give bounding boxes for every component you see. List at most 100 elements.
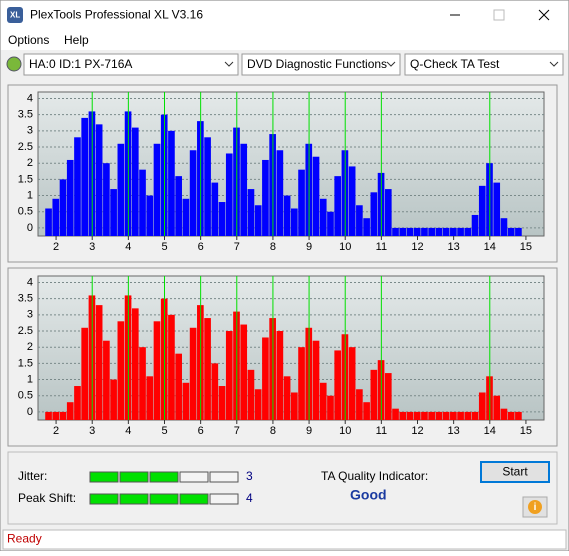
bar	[168, 314, 175, 420]
x-tick-label: 5	[161, 425, 167, 437]
bar	[218, 386, 226, 420]
bar	[435, 411, 443, 420]
close-button[interactable]	[538, 9, 550, 21]
x-tick-label: 8	[270, 425, 276, 437]
bar	[247, 369, 255, 420]
bar	[457, 227, 464, 236]
bar	[464, 227, 472, 236]
level-segment	[89, 471, 119, 483]
x-tick-label: 2	[53, 425, 59, 437]
bar	[363, 402, 370, 420]
x-tick-label: 9	[306, 241, 312, 253]
bar	[110, 379, 117, 420]
bar	[240, 324, 248, 420]
maximize-button[interactable]	[493, 9, 505, 21]
bar	[334, 176, 342, 236]
bar	[276, 331, 284, 420]
bar	[457, 411, 464, 420]
bar	[225, 331, 233, 420]
level-segment	[209, 493, 239, 505]
x-tick-label: 13	[448, 241, 460, 253]
jitter-value: 3	[246, 469, 253, 483]
bar	[471, 411, 479, 420]
level-segment	[119, 493, 149, 505]
bar	[450, 227, 457, 236]
x-tick-label: 7	[234, 241, 240, 253]
bar	[421, 411, 428, 420]
bar	[283, 195, 291, 236]
y-tick-label: 3.5	[18, 109, 33, 121]
bar	[493, 182, 501, 236]
info-icon-text: i	[534, 502, 537, 513]
bar	[356, 389, 363, 420]
bar	[175, 353, 182, 420]
y-tick-label: 1	[27, 189, 33, 201]
drive-select[interactable]	[23, 53, 239, 76]
bar	[225, 153, 233, 236]
peak-shift-label: Peak Shift:	[18, 491, 76, 505]
bar	[478, 185, 486, 236]
leds	[89, 471, 239, 505]
level-segment	[149, 493, 179, 505]
bar	[52, 411, 60, 420]
bar	[247, 189, 255, 236]
test-select[interactable]	[404, 53, 564, 76]
y-tick-label: 1.5	[18, 173, 33, 185]
bar	[45, 208, 52, 236]
level-segment	[209, 471, 239, 483]
y-tick-label: 4	[27, 92, 33, 104]
start-button[interactable]	[480, 461, 550, 483]
bar	[399, 411, 407, 420]
y-tick-label: 0.5	[18, 206, 33, 218]
bar	[500, 218, 508, 236]
bar	[291, 208, 298, 236]
dropdown-arrow	[386, 61, 396, 67]
x-tick-label: 2	[53, 241, 59, 253]
bar	[507, 411, 515, 420]
bar	[95, 124, 103, 236]
x-tick-label: 3	[89, 241, 95, 253]
bar	[139, 347, 146, 420]
function-select[interactable]	[241, 53, 401, 76]
window-title: PlexTools Professional XL V3.16	[30, 8, 203, 22]
bar	[168, 130, 175, 236]
bar	[312, 156, 320, 236]
bar	[428, 227, 435, 236]
bar	[59, 411, 67, 420]
menu-item[interactable]: Help	[64, 33, 89, 47]
bar	[450, 411, 457, 420]
bar	[319, 198, 327, 236]
bar	[363, 218, 370, 236]
level-segment	[149, 471, 179, 483]
bar	[413, 227, 421, 236]
bar	[327, 395, 334, 420]
bar	[500, 408, 508, 420]
dropdown-arrow	[224, 61, 234, 67]
title-bar	[1, 1, 568, 30]
quality-value: Good	[350, 487, 387, 503]
x-tick-label: 14	[484, 241, 496, 253]
bar	[356, 205, 363, 236]
y-tick-label: 1.5	[18, 357, 33, 369]
bar	[421, 227, 428, 236]
bar	[189, 150, 197, 236]
y-tick-label: 0	[27, 406, 33, 418]
app-icon-text: XL	[10, 11, 20, 20]
level-segment	[89, 493, 119, 505]
charts: 00.511.522.533.542 3 4 5 6 7 8 9 10 11 12 13 14 1500.…	[18, 91, 545, 437]
x-tick-label: 10	[339, 241, 351, 253]
status-text: Ready	[7, 532, 42, 546]
menu-item[interactable]: Options	[8, 33, 49, 47]
x-tick-label: 3	[89, 425, 95, 437]
bar	[428, 411, 435, 420]
bar	[464, 411, 472, 420]
bar	[515, 227, 522, 236]
start-button-text: Start	[502, 465, 528, 479]
bar	[276, 150, 284, 236]
x-tick-label: 15	[520, 425, 532, 437]
y-tick-label: 2.5	[18, 141, 33, 153]
bar	[182, 198, 190, 236]
y-tick-label: 1	[27, 373, 33, 385]
y-tick-label: 2.5	[18, 325, 33, 337]
